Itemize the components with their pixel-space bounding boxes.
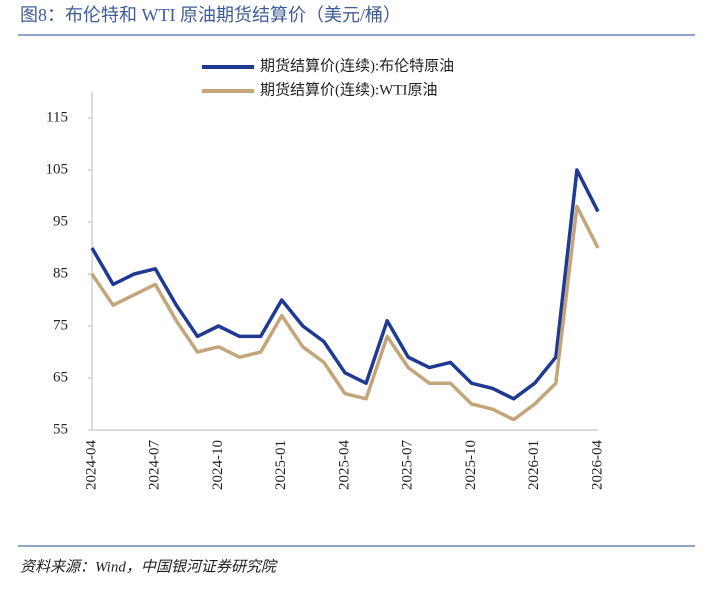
series-line [90, 204, 600, 422]
x-tick-label: 2024-10 [210, 440, 226, 490]
y-tick-label: 105 [46, 161, 69, 177]
x-tick-label: 2026-04 [589, 440, 605, 490]
y-tick-label: 85 [53, 265, 68, 281]
y-tick-label: 75 [53, 317, 68, 333]
chart-title: 图8：布伦特和 WTI 原油期货结算价（美元/桶） [20, 5, 401, 25]
source-note: 资料来源：Wind，中国银河证券研究院 [20, 558, 278, 575]
x-tick-label: 2025-10 [463, 440, 479, 490]
x-tick-label: 2024-04 [83, 440, 99, 490]
y-tick-label: 115 [46, 109, 68, 125]
x-tick-label: 2026-01 [526, 440, 542, 490]
y-tick-label: 55 [53, 421, 68, 437]
legend-label: 期货结算价(连续):WTI原油 [260, 80, 437, 98]
x-tick-label: 2025-01 [273, 440, 289, 490]
legend-label: 期货结算价(连续):布伦特原油 [260, 56, 454, 74]
x-tick-label: 2025-04 [336, 440, 352, 490]
series-line [90, 168, 600, 401]
y-tick-label: 65 [53, 369, 68, 385]
x-tick-label: 2025-07 [400, 440, 416, 490]
y-tick-label: 95 [53, 213, 68, 229]
x-tick-label: 2024-07 [147, 440, 163, 490]
